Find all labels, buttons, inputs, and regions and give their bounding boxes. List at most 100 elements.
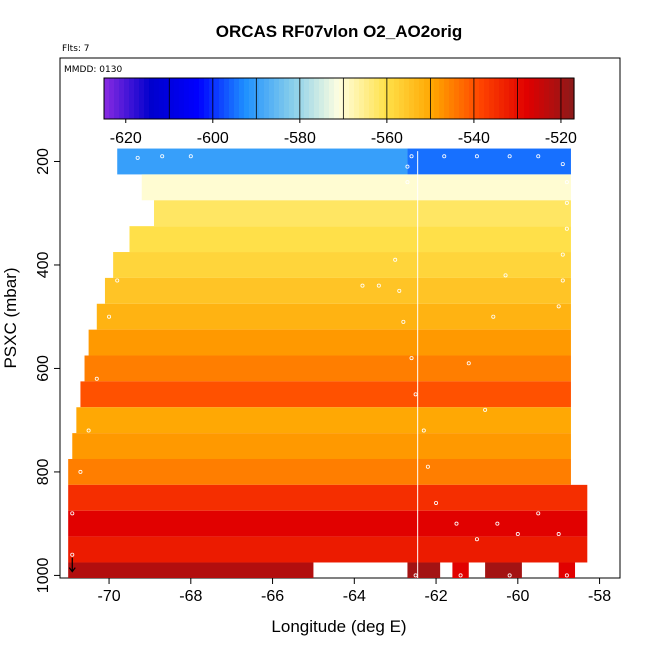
colorbar-swatch-73 (469, 78, 475, 119)
colorbar-swatch-38 (294, 78, 300, 119)
y-axis: 200 400 600 800 1000 (35, 148, 60, 593)
colorbar-swatch-59 (399, 78, 405, 119)
colorbar-swatch-60 (404, 78, 410, 119)
colorbar-swatch-23 (219, 78, 225, 119)
track-point-24 (434, 500, 439, 505)
track-point-45 (458, 573, 463, 578)
heat-cell-1-0 (141, 174, 571, 201)
colorbar-swatch-30 (254, 78, 260, 119)
track-point-13 (560, 278, 565, 283)
x-tick-label-3: -64 (343, 588, 366, 605)
colorbar-tick-label-0: -620 (110, 130, 142, 147)
colorbar-tick-label-2: -580 (284, 130, 316, 147)
track-point-32 (483, 407, 488, 412)
track-point-31 (466, 361, 471, 366)
track-point-0 (135, 155, 140, 160)
colorbar-swatch-85 (529, 78, 535, 119)
track-point-2 (188, 154, 193, 159)
colorbar-swatch-14 (174, 78, 180, 119)
track-point-4 (442, 154, 447, 159)
start-marker (68, 557, 76, 573)
track-point-44 (413, 573, 418, 578)
colorbar-swatch-25 (229, 78, 235, 119)
colorbar-swatch-29 (249, 78, 255, 119)
colorbar-swatch-89 (549, 78, 555, 119)
colorbar-swatch-88 (544, 78, 550, 119)
track-point-15 (405, 164, 410, 169)
track-point-19 (401, 319, 406, 324)
flts-label: Flts: 7 (62, 44, 90, 54)
heat-cell-5-0 (104, 277, 571, 304)
y-tick-label-2: 600 (35, 355, 52, 382)
colorbar-swatch-70 (454, 78, 460, 119)
colorbar-swatch-1 (109, 78, 115, 119)
colorbar-swatch-0 (104, 78, 110, 119)
track-point-9 (564, 180, 569, 185)
track-point-47 (564, 573, 569, 578)
colorbar-swatch-77 (489, 78, 495, 119)
track-point-43 (376, 283, 381, 288)
track-point-27 (495, 521, 500, 526)
y-tick-label-1: 400 (35, 252, 52, 279)
x-tick-label-0: -70 (97, 588, 120, 605)
track-point-7 (536, 154, 541, 159)
colorbar-swatch-32 (264, 78, 270, 119)
colorbar-swatch-69 (449, 78, 455, 119)
heat-cell-16-3 (485, 562, 522, 578)
track-point-26 (474, 537, 479, 542)
flight-track (68, 151, 569, 578)
colorbar-swatch-53 (369, 78, 375, 119)
track-point-17 (393, 257, 398, 262)
track-point-41 (107, 314, 112, 319)
colorbar-swatch-71 (459, 78, 465, 119)
track-point-18 (397, 288, 402, 293)
colorbar-swatch-31 (259, 78, 265, 119)
y-axis-label: PSXC (mbar) (1, 267, 20, 368)
colorbar-swatch-63 (419, 78, 425, 119)
track-point-42 (360, 283, 365, 288)
colorbar-swatch-27 (239, 78, 245, 119)
colorbar-swatch-65 (429, 78, 435, 119)
plot-frame (59, 57, 621, 579)
colorbar-swatch-74 (474, 78, 480, 119)
track-point-35 (94, 376, 99, 381)
heat-cell-8-0 (84, 355, 571, 382)
colorbar-swatch-12 (164, 78, 170, 119)
colorbar-swatch-93 (569, 78, 575, 119)
track-point-34 (491, 314, 496, 319)
colorbar-swatch-4 (124, 78, 130, 119)
colorbar-swatch-49 (349, 78, 355, 119)
x-tick-label-4: -62 (424, 588, 447, 605)
colorbar-swatch-48 (344, 78, 350, 119)
track-point-1 (160, 154, 165, 159)
x-tick-label-6: -58 (588, 588, 611, 605)
colorbar-swatch-72 (464, 78, 470, 119)
track-point-36 (86, 428, 91, 433)
colorbar-swatch-21 (209, 78, 215, 119)
x-tick-label-5: -60 (506, 588, 529, 605)
heat-cell-14-0 (68, 510, 588, 537)
track-point-12 (560, 252, 565, 257)
track-point-37 (78, 469, 83, 474)
colorbar-swatch-67 (439, 78, 445, 119)
colorbar-swatch-44 (324, 78, 330, 119)
track-point-11 (564, 226, 569, 231)
colorbar-swatch-84 (524, 78, 530, 119)
colorbar-tick-label-4: -540 (458, 130, 490, 147)
colorbar-swatch-87 (539, 78, 545, 119)
track-point-20 (409, 356, 414, 361)
colorbar-swatch-66 (434, 78, 440, 119)
track-point-10 (564, 200, 569, 205)
track-point-38 (70, 511, 75, 516)
colorbar-swatch-13 (169, 78, 175, 119)
colorbar-swatch-79 (499, 78, 505, 119)
colorbar-swatch-15 (179, 78, 185, 119)
y-tick-label-3: 800 (35, 458, 52, 485)
colorbar-swatch-7 (139, 78, 145, 119)
heat-cell-0-0 (117, 148, 408, 175)
track-point-3 (409, 154, 414, 159)
track-point-8 (560, 162, 565, 167)
colorbar-swatch-76 (484, 78, 490, 119)
heat-cell-15-0 (68, 536, 588, 563)
